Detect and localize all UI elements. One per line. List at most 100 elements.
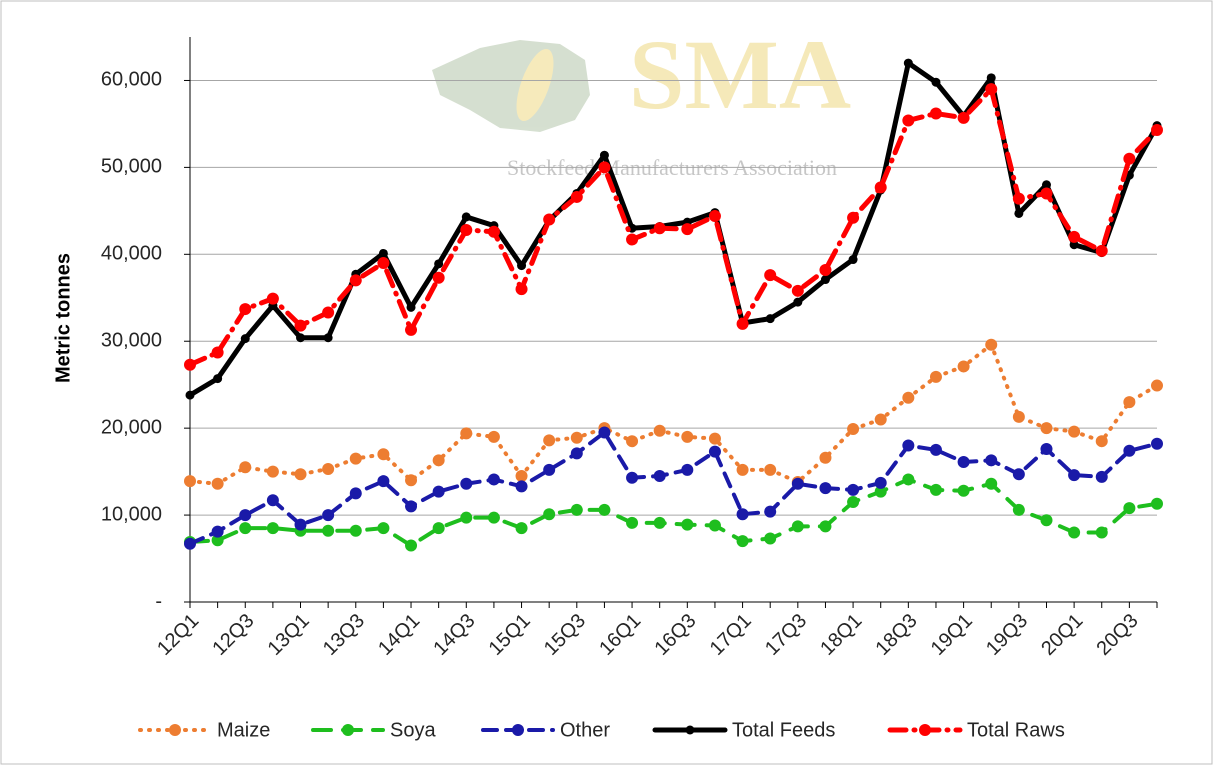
point [681, 518, 694, 531]
watermark-logo [432, 40, 590, 132]
point [847, 423, 860, 436]
point [736, 535, 749, 548]
point [1014, 208, 1024, 218]
point [211, 525, 224, 538]
point [487, 473, 500, 486]
point [406, 302, 416, 312]
point [239, 522, 252, 535]
point [294, 518, 307, 531]
point [570, 447, 583, 460]
legend-marker [512, 724, 524, 736]
point [708, 445, 721, 458]
point [598, 161, 611, 174]
point [487, 511, 500, 524]
point [1040, 514, 1053, 527]
point [929, 443, 942, 456]
watermark-map [432, 40, 590, 132]
series [184, 83, 1163, 371]
point [239, 509, 252, 522]
point [296, 333, 306, 343]
point [599, 150, 609, 160]
point [266, 465, 279, 478]
point [902, 391, 915, 404]
point [819, 451, 832, 464]
point [791, 477, 804, 490]
point [213, 374, 223, 384]
point [266, 292, 279, 305]
point [517, 261, 527, 271]
point [985, 83, 998, 96]
point [736, 463, 749, 476]
point [405, 323, 418, 336]
point [957, 360, 970, 373]
point [515, 480, 528, 493]
point [239, 303, 252, 316]
point [266, 522, 279, 535]
point [874, 181, 887, 194]
point [460, 223, 473, 236]
point [653, 469, 666, 482]
point [323, 333, 333, 343]
point [1040, 443, 1053, 456]
point [1012, 410, 1025, 423]
point [626, 233, 639, 246]
point [322, 509, 335, 522]
point [874, 476, 887, 489]
y-tick-label: 40,000 [101, 243, 162, 265]
point [515, 469, 528, 482]
point [1123, 502, 1136, 515]
point [487, 430, 500, 443]
point [902, 473, 915, 486]
point [405, 539, 418, 552]
point [986, 73, 996, 83]
point [736, 508, 749, 521]
point [1040, 187, 1053, 200]
point [931, 77, 941, 87]
point [793, 297, 803, 307]
point [1068, 526, 1081, 539]
point [874, 413, 887, 426]
point [460, 511, 473, 524]
point [294, 319, 307, 332]
point [378, 248, 388, 258]
point [765, 314, 775, 324]
point [377, 522, 390, 535]
point [211, 477, 224, 490]
point [322, 524, 335, 537]
point [377, 448, 390, 461]
point [653, 424, 666, 437]
point [1095, 526, 1108, 539]
point [1151, 124, 1163, 137]
point [819, 482, 832, 495]
legend-label: Total Feeds [732, 719, 835, 741]
point [957, 456, 970, 469]
point [460, 427, 473, 440]
point [902, 439, 915, 452]
point [847, 483, 860, 496]
point [902, 114, 915, 127]
legend-marker [169, 724, 181, 736]
point [405, 500, 418, 513]
point [847, 496, 860, 509]
point [461, 212, 471, 222]
legend-label: Soya [390, 719, 436, 741]
point [681, 223, 694, 236]
point [1068, 230, 1081, 243]
point [543, 213, 556, 226]
point [349, 452, 362, 465]
point [570, 503, 583, 516]
point [1012, 468, 1025, 481]
point [184, 358, 196, 371]
point [434, 259, 444, 269]
point [1069, 240, 1079, 250]
y-tick-label: 60,000 [101, 69, 162, 91]
point [848, 255, 858, 265]
point [681, 463, 694, 476]
point [239, 461, 252, 474]
point [791, 520, 804, 533]
point [764, 269, 777, 282]
point [764, 505, 777, 518]
point [543, 434, 556, 447]
